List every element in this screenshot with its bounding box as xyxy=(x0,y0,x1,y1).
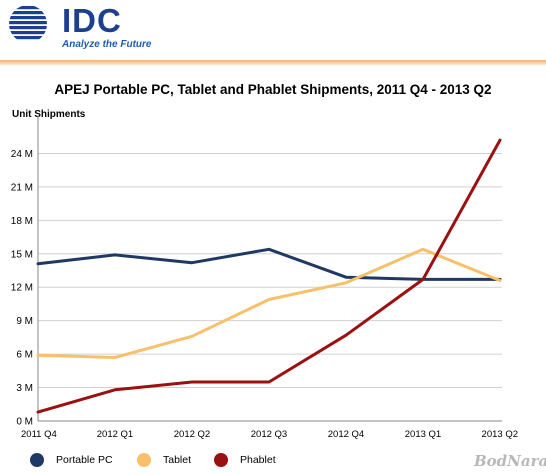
y-tick-label: 9 M xyxy=(16,316,33,327)
chart-title: APEJ Portable PC, Tablet and Phablet Shi… xyxy=(54,82,492,97)
legend-label: Tablet xyxy=(163,454,192,466)
x-tick-label: 2012 Q2 xyxy=(174,429,210,440)
y-tick-label: 6 M xyxy=(16,350,33,361)
y-tick-label: 12 M xyxy=(11,283,33,294)
logo-tagline: Analyze the Future xyxy=(62,39,152,50)
y-tick-label: 18 M xyxy=(11,216,33,227)
logo-text: IDC xyxy=(62,2,122,39)
legend-swatch xyxy=(30,453,44,467)
y-tick-label: 3 M xyxy=(16,383,33,394)
legend-label: Portable PC xyxy=(56,454,113,466)
legend-swatch xyxy=(214,453,228,467)
series-line-tablet xyxy=(36,247,502,359)
y-tick-label: 0 M xyxy=(16,417,33,428)
x-tick-label: 2012 Q1 xyxy=(97,429,133,440)
header-divider xyxy=(0,60,546,66)
x-tick-label: 2013 Q1 xyxy=(405,429,441,440)
y-tick-label: 24 M xyxy=(11,149,33,160)
legend-swatch xyxy=(137,453,151,467)
watermark: BodNara xyxy=(474,452,546,470)
y-axis-label: Unit Shipments xyxy=(12,109,86,120)
globe-icon xyxy=(9,5,47,43)
x-tick-label: 2012 Q3 xyxy=(251,429,287,440)
x-tick-label: 2012 Q4 xyxy=(328,429,364,440)
series-line-phablet xyxy=(36,138,502,414)
y-tick-label: 21 M xyxy=(11,182,33,193)
x-tick-label: 2013 Q2 xyxy=(482,429,518,440)
legend-label: Phablet xyxy=(240,454,276,466)
x-tick-label: 2011 Q4 xyxy=(21,429,57,440)
y-tick-label: 15 M xyxy=(11,249,33,260)
header: IDC Analyze the Future xyxy=(0,0,546,58)
